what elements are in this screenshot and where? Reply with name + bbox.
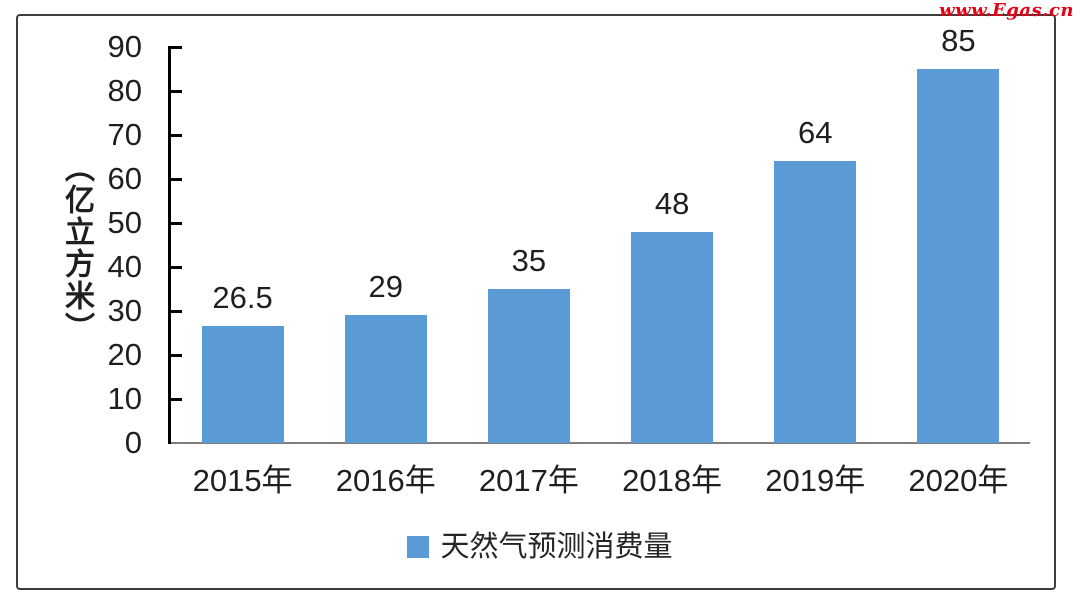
bar — [774, 161, 857, 443]
bar — [201, 326, 284, 443]
legend-label: 天然气预测消费量 — [440, 531, 673, 563]
y-tick — [171, 309, 182, 313]
legend: 天然气预测消费量 — [0, 532, 1080, 562]
y-tick-label: 70 — [107, 117, 142, 152]
bar — [631, 231, 714, 443]
bar-value-label: 64 — [798, 115, 833, 151]
y-tick-label: 50 — [107, 205, 142, 240]
bar — [487, 289, 570, 443]
bar-value-label: 35 — [511, 243, 547, 278]
y-tick — [171, 397, 182, 401]
bar — [917, 69, 1000, 443]
y-axis-line — [168, 46, 171, 444]
x-tick-label: 2015年 — [192, 463, 293, 498]
y-tick-label: 0 — [124, 425, 142, 460]
bar-value-label: 29 — [368, 269, 403, 305]
bar-value-label: 85 — [941, 23, 976, 58]
x-tick-label: 2019年 — [765, 463, 866, 498]
x-tick-label: 2016年 — [335, 463, 436, 498]
bar-value-label: 26.5 — [212, 280, 273, 316]
y-axis-title: （亿立方米） — [60, 152, 93, 344]
y-tick — [171, 133, 182, 137]
y-tick-label: 40 — [107, 249, 142, 284]
bar — [344, 315, 427, 443]
y-tick-label: 30 — [107, 293, 142, 328]
bar-value-label: 48 — [654, 185, 690, 221]
y-tick-label: 10 — [107, 381, 142, 416]
x-tick-label: 2017年 — [478, 463, 579, 498]
y-tick — [171, 353, 182, 357]
watermark-text: www.Egas.cn — [939, 0, 1074, 21]
x-tick-label: 2018年 — [622, 463, 723, 498]
y-tick — [171, 45, 182, 49]
y-tick — [171, 221, 182, 225]
y-tick-label: 20 — [107, 337, 142, 372]
y-tick-label: 80 — [107, 73, 142, 108]
legend-marker — [407, 536, 430, 558]
y-tick — [171, 265, 182, 269]
x-tick-label: 2020年 — [908, 463, 1009, 498]
y-tick-label: 90 — [107, 29, 142, 64]
y-tick — [171, 177, 182, 181]
y-tick-label: 60 — [107, 161, 142, 196]
y-tick — [171, 89, 182, 93]
x-axis-line — [171, 442, 1030, 444]
